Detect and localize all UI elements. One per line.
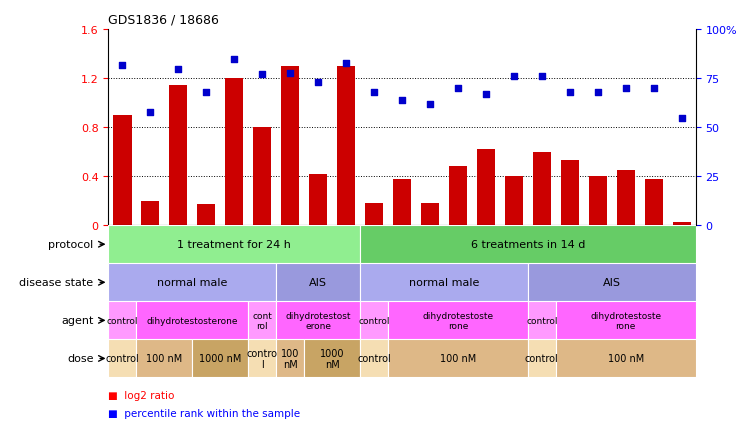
Bar [108,302,136,339]
Bar [589,177,607,226]
Bar [556,339,696,378]
Text: control: control [526,316,557,325]
Text: protocol: protocol [49,240,94,250]
Bar [616,171,635,226]
Point [592,89,604,96]
Bar [276,264,360,302]
Bar [276,302,360,339]
Bar [108,226,696,287]
Point [117,62,129,69]
Text: AIS: AIS [603,278,621,288]
Point [536,74,548,81]
Text: dihydrotestost
erone: dihydrotestost erone [286,311,351,330]
Bar [360,264,528,302]
Bar [388,302,528,339]
Point [228,56,240,63]
Bar [276,339,304,378]
Bar [672,222,690,226]
Point [172,66,184,73]
Point [675,115,687,122]
Text: dose: dose [67,354,94,364]
Bar [421,204,439,226]
Bar [360,302,388,339]
Bar [556,302,696,339]
Bar [528,302,556,339]
Point [620,85,632,92]
Text: control: control [358,354,391,364]
Bar [561,161,579,226]
Bar [505,177,523,226]
Bar [136,339,192,378]
Text: 6 treatments in 14 d: 6 treatments in 14 d [470,240,585,250]
Text: normal male: normal male [157,278,227,288]
Bar [365,204,383,226]
Bar [388,339,528,378]
Bar [108,264,276,302]
Bar [248,302,276,339]
Bar [108,339,136,378]
Bar [225,79,243,226]
Bar [360,339,388,378]
Text: dihydrotestoste
rone: dihydrotestoste rone [423,311,494,330]
Point [564,89,576,96]
Text: 1000 nM: 1000 nM [199,354,242,364]
Text: agent: agent [61,316,94,326]
Point [452,85,464,92]
Point [508,74,520,81]
Text: 1 treatment for 24 h: 1 treatment for 24 h [177,240,291,250]
Bar [192,339,248,378]
Bar [197,205,215,226]
Bar [253,128,272,226]
Text: AIS: AIS [309,278,327,288]
Point [340,60,352,67]
Bar [528,264,696,302]
Bar [136,302,248,339]
Point [312,79,324,86]
Text: control: control [525,354,559,364]
Point [424,101,436,108]
Bar [114,116,132,226]
Bar [309,174,328,226]
Bar [393,179,411,226]
Text: ■  percentile rank within the sample: ■ percentile rank within the sample [108,408,301,418]
Bar [645,179,663,226]
Bar [248,339,276,378]
Text: normal male: normal male [409,278,479,288]
Bar [476,150,495,226]
Bar [360,226,696,264]
Text: 100 nM: 100 nM [440,354,476,364]
Point [368,89,380,96]
Bar [533,152,551,226]
Bar [449,167,467,226]
Bar [169,85,188,226]
Text: disease state: disease state [19,278,94,288]
Bar [141,201,159,226]
Point [144,109,156,116]
Point [257,72,269,79]
Text: control: control [358,316,390,325]
Text: 1000
nM: 1000 nM [320,348,344,369]
Text: 100 nM: 100 nM [147,354,183,364]
Point [200,89,212,96]
Bar [528,339,556,378]
Bar [337,67,355,226]
Point [284,70,296,77]
Text: 100
nM: 100 nM [281,348,299,369]
Point [480,91,492,98]
Text: dihydrotestosterone: dihydrotestosterone [147,316,238,325]
Point [648,85,660,92]
Text: ■  log2 ratio: ■ log2 ratio [108,391,175,401]
Text: cont
rol: cont rol [252,311,272,330]
Bar [304,339,360,378]
Text: GDS1836 / 18686: GDS1836 / 18686 [108,13,219,26]
Point [396,97,408,104]
Text: control: control [107,316,138,325]
Bar [108,226,360,264]
Text: control: control [105,354,139,364]
Bar [281,67,299,226]
Text: contro
l: contro l [247,348,278,369]
Text: 100 nM: 100 nM [607,354,644,364]
Text: dihydrotestoste
rone: dihydrotestoste rone [590,311,661,330]
